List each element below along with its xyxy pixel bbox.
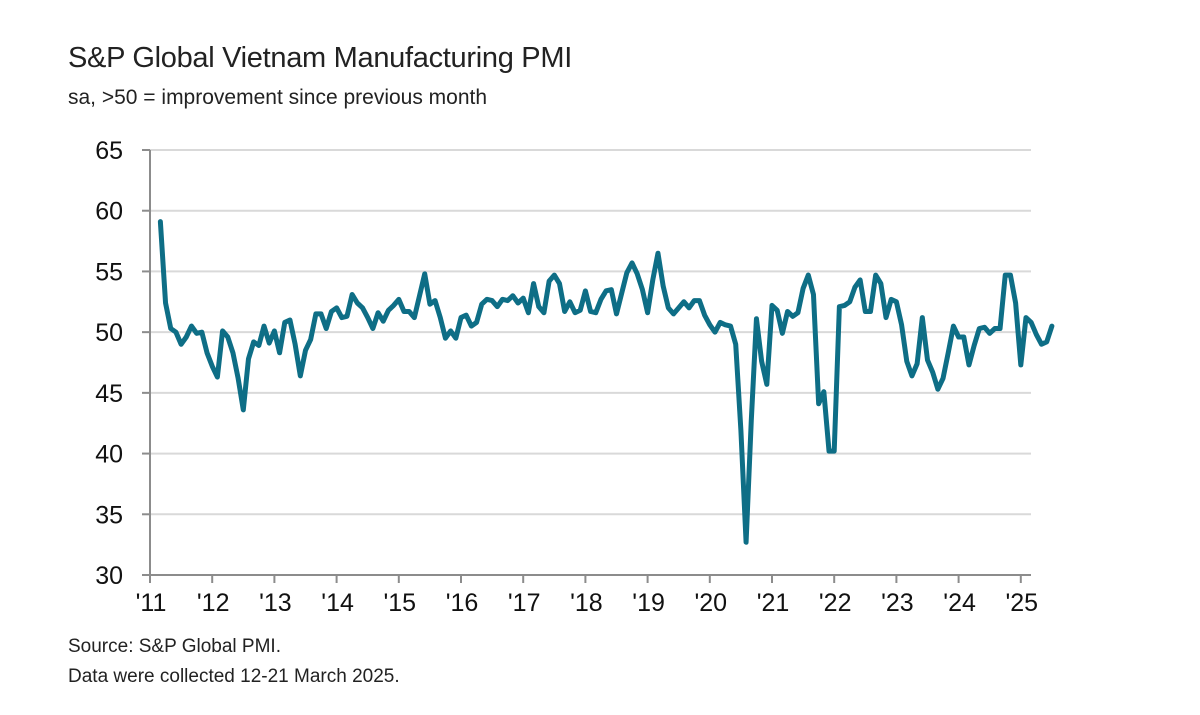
series-line — [157, 219, 1055, 545]
y-tick-label: 60 — [95, 198, 123, 226]
gridlines — [150, 149, 1031, 516]
x-tick-label: '19 — [632, 589, 665, 617]
x-tick-label: '15 — [384, 589, 417, 617]
y-tick-labels: 30 35 40 45 50 55 60 65 — [95, 137, 123, 590]
x-tick-label: '17 — [508, 589, 541, 617]
x-tick-label: '24 — [943, 589, 976, 617]
x-tick-label: '13 — [259, 589, 292, 617]
x-tick-label: '20 — [695, 589, 728, 617]
y-tick-label: 55 — [95, 258, 123, 286]
x-tick-label: '25 — [1006, 589, 1039, 617]
chart-subtitle: sa, >50 = improvement since previous mon… — [68, 86, 488, 109]
x-tick-label: '21 — [757, 589, 790, 617]
source-note: Source: S&P Global PMI. — [68, 636, 281, 657]
chart-footer: Source: S&P Global PMI. Data were collec… — [68, 632, 400, 692]
axes — [142, 149, 1031, 583]
x-tick-label: '16 — [446, 589, 479, 617]
collection-note: Data were collected 12-21 March 2025. — [68, 666, 400, 687]
x-tick-label: '23 — [881, 589, 914, 617]
y-tick-label: 65 — [95, 137, 123, 165]
x-tick-label: '18 — [570, 589, 603, 617]
x-tick-label: '14 — [321, 589, 354, 617]
x-tick-label: '12 — [197, 589, 230, 617]
y-tick-label: 35 — [95, 501, 123, 529]
y-tick-label: 45 — [95, 380, 123, 408]
x-tick-labels: '11 '12 '13 '14 '15 '16 '17 '18 '19 '20 '21 '22 '23 '… — [136, 589, 1038, 617]
y-tick-label: 40 — [95, 441, 123, 469]
chart-title: S&P Global Vietnam Manufacturing PMI — [68, 42, 572, 74]
x-tick-label: '11 — [136, 589, 167, 617]
series-group — [157, 219, 1055, 545]
y-tick-label: 50 — [95, 319, 123, 347]
y-tick-label: 30 — [95, 562, 123, 590]
x-tick-label: '22 — [819, 589, 852, 617]
